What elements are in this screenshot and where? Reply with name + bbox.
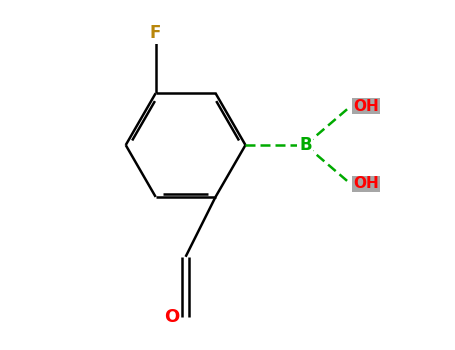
Text: OH: OH (353, 176, 379, 191)
Text: B: B (299, 136, 312, 154)
Text: OH: OH (353, 99, 379, 114)
Text: F: F (150, 25, 162, 42)
Text: O: O (164, 308, 180, 326)
